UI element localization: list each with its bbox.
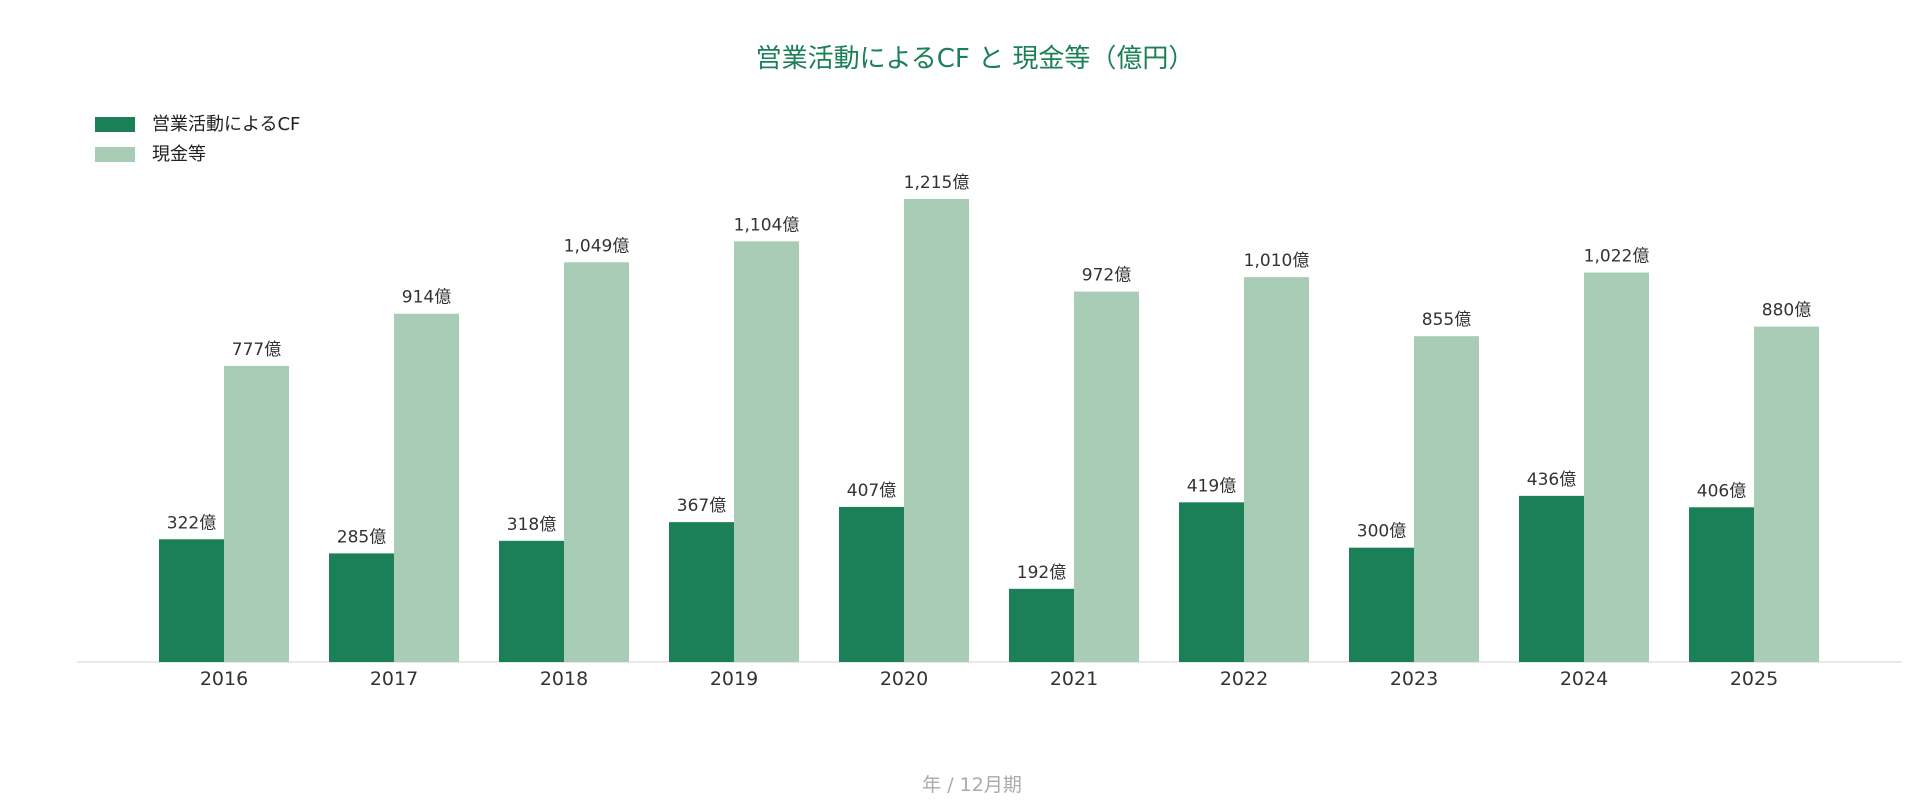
bar-value-label-cash-2023: 855億 [1422,310,1471,330]
bar-operating-cf-2016 [159,539,224,662]
bar-cash-2017 [394,313,459,662]
x-tick-label-2025: 2025 [1730,668,1778,690]
chart-title: 営業活動によるCF と 現金等（億円） [756,44,1195,74]
legend-label-cash: 現金等 [152,144,206,165]
x-tick-label-2018: 2018 [540,668,588,690]
legend-swatch-cash [95,147,135,162]
x-tick-label-2021: 2021 [1050,668,1098,690]
bar-operating-cf-2017 [329,553,394,662]
bars-group: 322億 777億 285億 914億 318億 1,049億 367億 1,104億 407億… [159,173,1819,662]
bar-value-label-cash-2016: 777億 [232,340,281,360]
bar-value-label-cash-2020: 1,215億 [904,173,970,193]
x-tick-label-2023: 2023 [1390,668,1438,690]
bar-value-label-operating-cf-2023: 300億 [1357,522,1406,542]
bar-cash-2018 [564,262,629,662]
bar-operating-cf-2019 [669,522,734,662]
legend: 営業活動によるCF 現金等 [95,114,300,165]
bar-value-label-cash-2025: 880億 [1762,301,1811,321]
bar-value-label-cash-2022: 1,010億 [1244,251,1310,271]
bar-value-label-cash-2024: 1,022億 [1584,247,1650,267]
x-tick-label-2019: 2019 [710,668,758,690]
legend-label-operating-cf: 営業活動によるCF [152,114,300,135]
bar-cash-2023 [1414,336,1479,662]
bar-value-label-cash-2018: 1,049億 [564,236,630,256]
x-tick-label-2024: 2024 [1560,668,1608,690]
bar-value-label-operating-cf-2022: 419億 [1187,476,1236,496]
bar-value-label-cash-2021: 972億 [1082,266,1131,286]
bar-value-label-operating-cf-2025: 406億 [1697,481,1746,501]
bar-operating-cf-2024 [1519,495,1584,662]
bar-value-label-operating-cf-2016: 322億 [167,513,216,533]
x-tick-labels: 2016 2017 2018 2019 2020 2021 2022 2023 2024 2025 [200,668,1778,690]
bar-cash-2024 [1584,272,1649,662]
bar-value-label-operating-cf-2017: 285億 [337,527,386,547]
bar-value-label-cash-2019: 1,104億 [734,215,800,235]
bar-operating-cf-2023 [1349,547,1414,662]
bar-value-label-operating-cf-2021: 192億 [1017,563,1066,583]
bar-operating-cf-2020 [839,506,904,662]
bar-value-label-operating-cf-2018: 318億 [507,515,556,535]
x-axis-label: 年 / 12月期 [922,774,1022,796]
bar-cash-2016 [224,365,289,662]
legend-swatch-operating-cf [95,117,135,132]
bar-cash-2025 [1754,326,1819,662]
bar-cash-2020 [904,199,969,662]
bar-operating-cf-2022 [1179,502,1244,662]
bar-value-label-operating-cf-2024: 436億 [1527,470,1576,490]
bar-value-label-operating-cf-2020: 407億 [847,481,896,501]
bar-cash-2019 [734,241,799,662]
bar-value-label-cash-2017: 914億 [402,288,451,308]
bar-operating-cf-2021 [1009,588,1074,662]
bar-operating-cf-2018 [499,540,564,662]
x-tick-label-2020: 2020 [880,668,928,690]
x-tick-label-2017: 2017 [370,668,418,690]
x-tick-label-2022: 2022 [1220,668,1268,690]
bar-cash-2022 [1244,277,1309,662]
bar-value-label-operating-cf-2019: 367億 [677,496,726,516]
bar-operating-cf-2025 [1689,507,1754,662]
x-tick-label-2016: 2016 [200,668,248,690]
bar-cash-2021 [1074,291,1139,662]
